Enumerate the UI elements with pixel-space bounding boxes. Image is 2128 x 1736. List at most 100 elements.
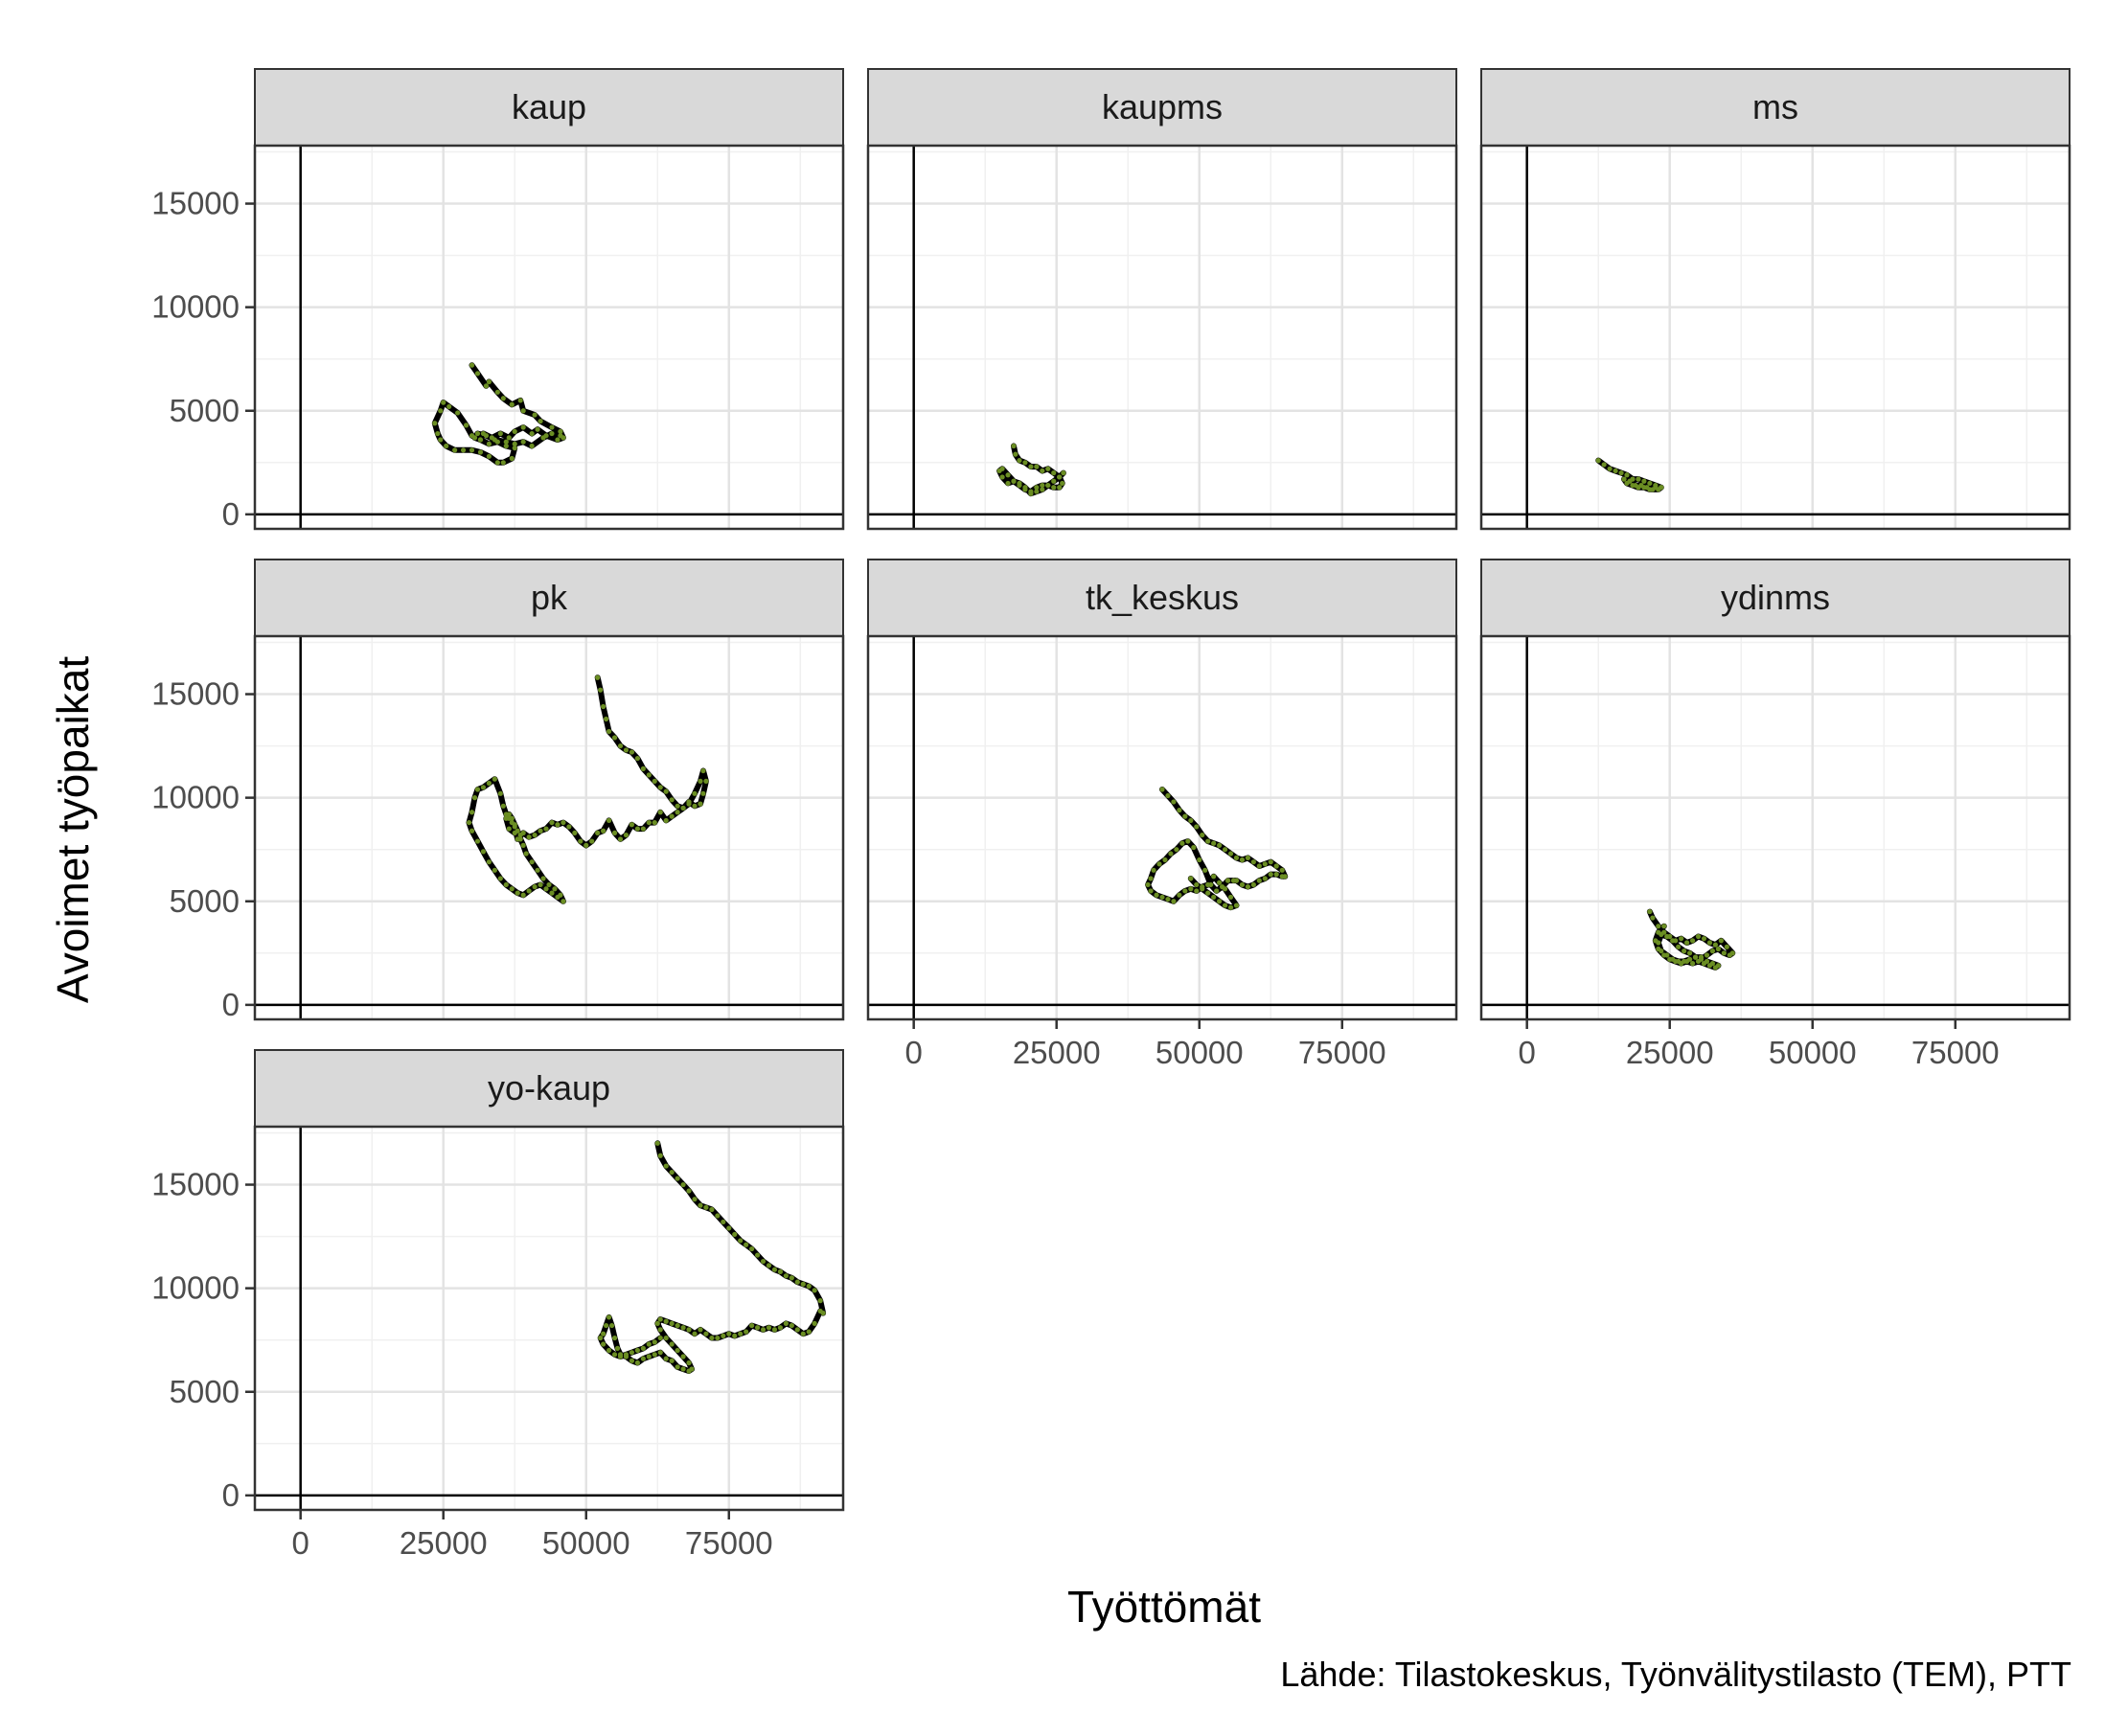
data-point (529, 443, 535, 449)
data-point (1217, 899, 1223, 904)
data-point (469, 810, 475, 815)
data-point (532, 412, 538, 418)
panel-border (1479, 144, 2071, 531)
data-point (675, 1176, 680, 1181)
data-point (732, 1231, 738, 1238)
data-point (1704, 952, 1710, 958)
data-point (1168, 851, 1174, 857)
data-point (999, 466, 1005, 471)
data-point (532, 832, 538, 838)
data-point (604, 1322, 609, 1329)
data-point (598, 1335, 604, 1341)
data-point (438, 408, 444, 414)
data-point (543, 826, 549, 832)
data-point (509, 401, 515, 407)
data-point (1060, 480, 1065, 487)
data-point (611, 735, 618, 741)
data-point (812, 1288, 817, 1293)
data-points-kaup (432, 362, 566, 466)
data-point (700, 790, 706, 796)
facet-strip (1480, 559, 2071, 637)
x-tick-label: 25000 (400, 1525, 488, 1561)
data-point (606, 1347, 612, 1354)
y-tick-label: 5000 (170, 393, 240, 428)
facet-strip (867, 68, 1457, 147)
x-tick-label: 75000 (685, 1525, 773, 1561)
data-point (657, 785, 663, 790)
data-point (1650, 915, 1656, 921)
data-point (486, 453, 492, 459)
data-point (652, 778, 657, 784)
data-point (1661, 924, 1667, 929)
x-tick-label: 75000 (1298, 1035, 1386, 1070)
data-point (1656, 929, 1661, 935)
data-point (663, 1318, 669, 1324)
data-point (726, 1225, 732, 1231)
data-point (675, 1364, 680, 1370)
data-point (657, 1153, 663, 1158)
data-point (532, 884, 538, 890)
data-points-kaupms (996, 443, 1066, 496)
data-point (1256, 878, 1262, 883)
data-point (526, 888, 532, 894)
data-point (1224, 878, 1231, 883)
data-point (1194, 888, 1200, 894)
y-tick-label: 15000 (151, 186, 240, 221)
data-point (806, 1283, 812, 1290)
data-point (634, 826, 640, 832)
data-point (1279, 874, 1285, 879)
data-point (549, 424, 555, 430)
data-point (506, 811, 512, 817)
data-point (700, 767, 706, 774)
data-point (766, 1325, 772, 1331)
data-point (1182, 813, 1188, 819)
data-point (515, 890, 520, 896)
data-point (1017, 482, 1022, 489)
data-point (663, 788, 669, 794)
data-point (601, 1331, 606, 1336)
data-point (1653, 485, 1659, 491)
data-point (1695, 958, 1702, 965)
data-point (1061, 470, 1066, 476)
data-point (686, 799, 692, 805)
data-point (1188, 876, 1194, 881)
data-point (634, 1347, 640, 1354)
data-point (1011, 443, 1017, 449)
data-point (1045, 466, 1051, 471)
y-tick-label: 0 (222, 496, 240, 532)
data-point (535, 426, 540, 432)
data-point (483, 383, 490, 389)
data-point (663, 1335, 669, 1341)
data-point (1630, 482, 1636, 489)
data-point (1051, 485, 1057, 491)
data-point (1653, 938, 1659, 944)
data-point (715, 1213, 721, 1219)
data-point (1256, 863, 1262, 869)
data-point (726, 1331, 732, 1336)
data-point (549, 890, 555, 896)
data-point (1641, 485, 1647, 491)
x-tick-label: 50000 (1156, 1035, 1244, 1070)
data-point (1051, 470, 1057, 476)
data-point (1706, 963, 1713, 969)
data-point (646, 819, 652, 826)
data-point (669, 813, 675, 819)
data-point (1222, 886, 1228, 892)
data-point (469, 828, 475, 834)
data-point (623, 747, 629, 753)
data-point (675, 803, 680, 809)
facet-strip (254, 68, 844, 147)
panel-background (868, 636, 1456, 1019)
data-point (1197, 857, 1202, 863)
data-point (1621, 476, 1627, 482)
data-point (1245, 855, 1251, 860)
data-point (794, 1327, 800, 1333)
data-point (692, 1197, 698, 1202)
data-point (1188, 886, 1194, 892)
data-point (646, 1341, 652, 1347)
data-point (1715, 946, 1721, 952)
data-point (817, 1308, 823, 1314)
data-point (497, 876, 503, 881)
data-point (1721, 950, 1727, 956)
data-point (595, 674, 601, 680)
